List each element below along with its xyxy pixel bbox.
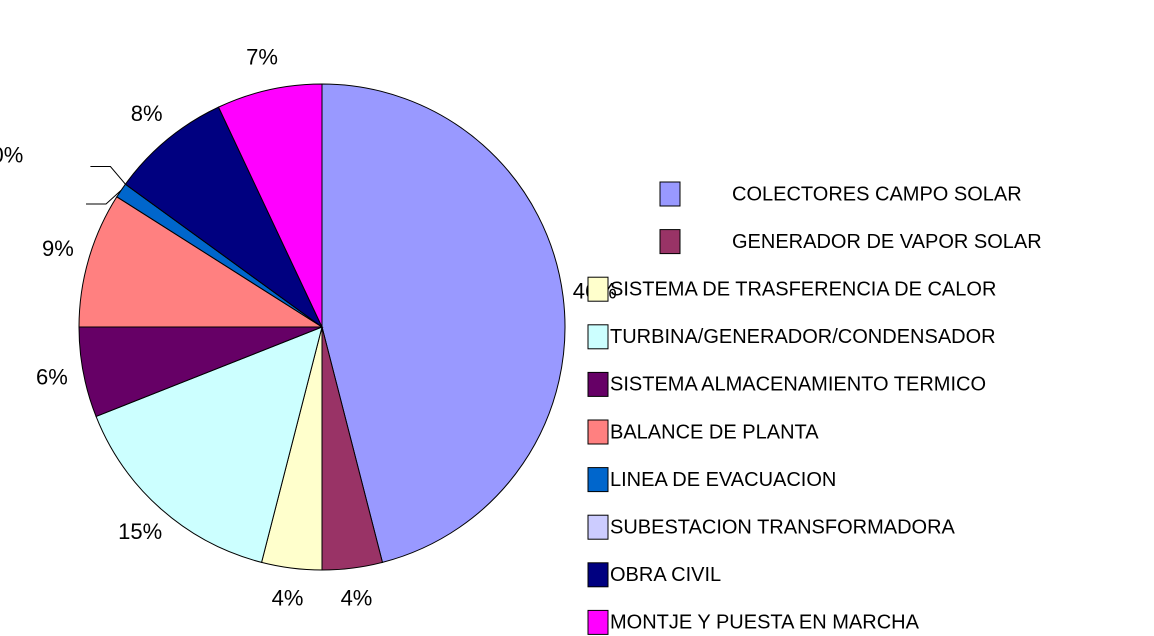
legend-label: GENERADOR DE VAPOR SOLAR bbox=[732, 231, 1042, 253]
data-label: 7% bbox=[246, 44, 278, 69]
data-label: 9% bbox=[42, 236, 74, 261]
legend-swatch bbox=[659, 181, 681, 207]
data-label: 4% bbox=[341, 586, 373, 611]
legend-swatch bbox=[587, 562, 609, 588]
legend-label: SISTEMA DE TRASFERENCIA DE CALOR bbox=[610, 278, 996, 300]
legend-swatch bbox=[587, 276, 609, 302]
pie-slice bbox=[95, 326, 323, 563]
legend-swatch bbox=[587, 324, 609, 350]
pie-slice bbox=[217, 83, 323, 328]
legend-swatch bbox=[587, 609, 609, 635]
legend-swatch bbox=[587, 467, 609, 493]
data-label: 4% bbox=[272, 586, 304, 611]
legend-swatch bbox=[587, 371, 609, 397]
legend-swatch bbox=[587, 419, 609, 445]
legend-label: SISTEMA ALMACENAMIENTO TERMICO bbox=[610, 374, 986, 396]
legend-swatch bbox=[659, 229, 681, 255]
data-label: 0% bbox=[0, 142, 23, 167]
legend-label: LINEA DE EVACUACION bbox=[610, 469, 836, 491]
legend-swatch bbox=[587, 514, 609, 540]
pie-slice bbox=[321, 83, 566, 563]
legend-label: SUBESTACION TRANSFORMADORA bbox=[610, 516, 956, 538]
data-label: 6% bbox=[36, 364, 68, 389]
leader-line bbox=[90, 166, 126, 185]
legend-label: TURBINA/GENERADOR/CONDENSADOR bbox=[610, 326, 996, 348]
legend-label: OBRA CIVIL bbox=[610, 564, 721, 586]
legend-label: COLECTORES CAMPO SOLAR bbox=[732, 183, 1022, 205]
pie-slice bbox=[124, 106, 323, 328]
leader-line bbox=[86, 190, 122, 205]
legend-label: MONTJE Y PUESTA EN MARCHA bbox=[610, 612, 920, 634]
legend-label: BALANCE DE PLANTA bbox=[610, 421, 819, 443]
pie-slice bbox=[78, 196, 324, 328]
data-label: 8% bbox=[131, 101, 163, 126]
data-label: 15% bbox=[118, 519, 162, 544]
